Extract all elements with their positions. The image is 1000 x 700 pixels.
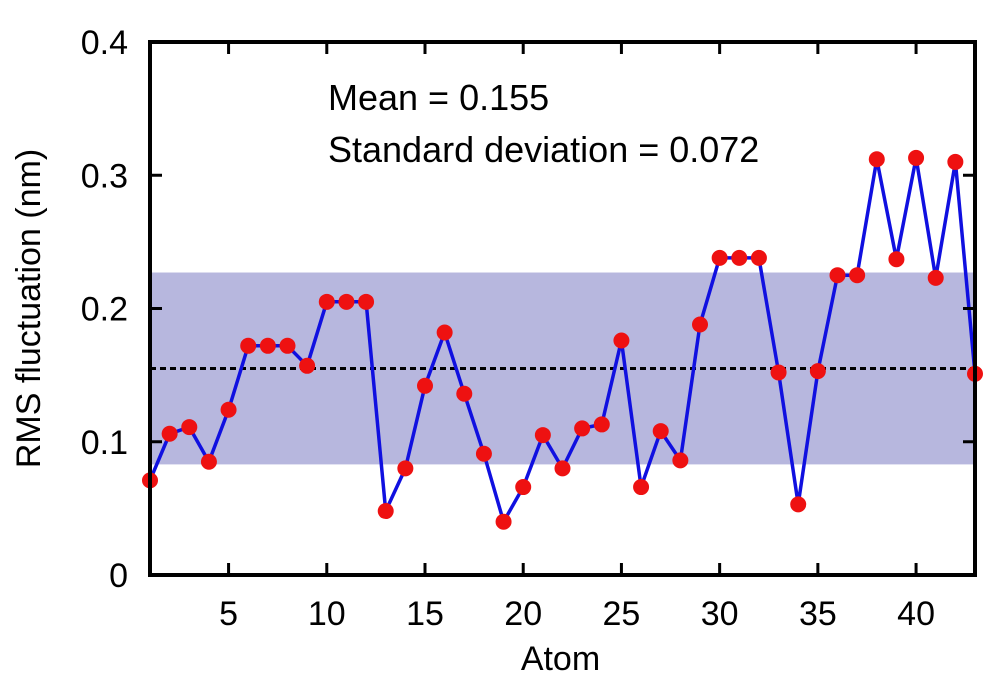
x-tick-label: 40 bbox=[897, 595, 935, 633]
y-tick-label: 0.4 bbox=[81, 24, 128, 62]
y-tick-label: 0 bbox=[109, 557, 128, 595]
data-point bbox=[750, 249, 767, 266]
data-point bbox=[475, 445, 492, 462]
data-point bbox=[417, 377, 433, 394]
y-tick-label: 0.2 bbox=[81, 291, 128, 329]
data-point bbox=[849, 267, 866, 284]
data-point bbox=[908, 149, 925, 166]
data-point bbox=[672, 452, 689, 469]
data-point bbox=[456, 385, 473, 402]
x-tick-label: 10 bbox=[308, 595, 346, 633]
x-tick-label: 25 bbox=[603, 595, 641, 633]
data-point bbox=[574, 420, 591, 437]
data-point bbox=[338, 293, 355, 310]
data-point bbox=[692, 316, 708, 333]
y-tick-label: 0.3 bbox=[81, 157, 128, 195]
data-point bbox=[829, 267, 846, 284]
data-point bbox=[633, 479, 650, 496]
data-point bbox=[181, 419, 198, 436]
std-annotation: Standard deviation = 0.072 bbox=[328, 129, 759, 170]
data-point bbox=[593, 416, 610, 433]
y-axis-label: RMS fluctuation (nm) bbox=[10, 149, 48, 468]
data-point bbox=[711, 249, 728, 266]
data-point bbox=[279, 337, 296, 354]
data-point bbox=[790, 496, 807, 513]
data-point bbox=[770, 364, 787, 381]
data-point bbox=[888, 251, 905, 268]
data-point bbox=[436, 324, 453, 341]
mean-annotation: Mean = 0.155 bbox=[328, 77, 549, 118]
data-point bbox=[377, 503, 394, 520]
data-point bbox=[495, 513, 512, 530]
data-point bbox=[318, 293, 335, 310]
y-tick-label: 0.1 bbox=[81, 424, 128, 462]
x-tick-label: 15 bbox=[406, 595, 444, 633]
data-point bbox=[358, 293, 375, 310]
x-tick-label: 5 bbox=[219, 595, 238, 633]
data-point bbox=[299, 357, 316, 374]
x-axis-label: Atom bbox=[521, 640, 600, 678]
data-point bbox=[613, 332, 630, 349]
data-point bbox=[200, 453, 217, 470]
data-point bbox=[397, 460, 414, 477]
data-point bbox=[220, 401, 237, 418]
x-tick-label: 20 bbox=[504, 595, 542, 633]
data-point bbox=[515, 479, 532, 496]
data-point bbox=[534, 427, 551, 444]
data-point bbox=[809, 363, 826, 380]
data-point bbox=[161, 425, 178, 442]
data-point bbox=[868, 151, 885, 168]
x-tick-label: 35 bbox=[799, 595, 837, 633]
data-point bbox=[652, 423, 669, 440]
data-point bbox=[259, 337, 276, 354]
data-point bbox=[554, 460, 571, 477]
data-point bbox=[240, 337, 257, 354]
data-point bbox=[731, 249, 748, 266]
x-tick-label: 30 bbox=[701, 595, 739, 633]
data-point bbox=[927, 269, 944, 286]
data-point bbox=[947, 153, 964, 170]
